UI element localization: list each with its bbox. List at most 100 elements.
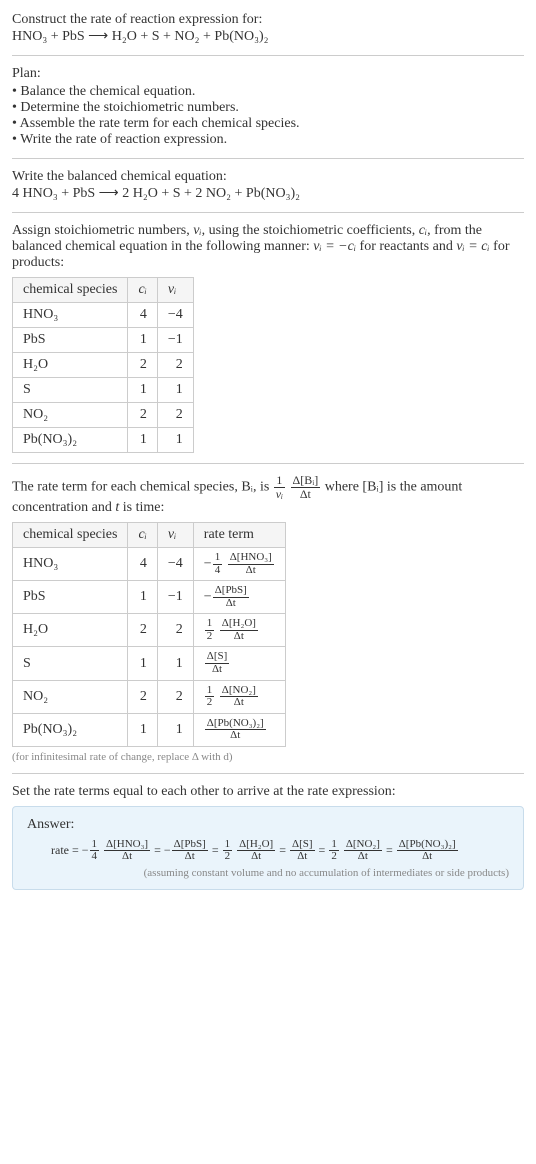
- table-header: chemical species: [13, 523, 128, 548]
- fraction: Δ[NO₂]Δt: [344, 839, 382, 863]
- fraction: 12: [223, 839, 233, 863]
- fraction: 12: [329, 839, 339, 863]
- frac-num: 1: [274, 474, 285, 488]
- equals: =: [316, 843, 329, 857]
- plan-step: Determine the stoichiometric numbers.: [12, 100, 524, 116]
- table-header: νᵢ: [157, 523, 193, 548]
- rate-term-cell: −14 Δ[HNO₃]Δt: [193, 548, 285, 581]
- assign-text: for reactants and: [356, 239, 456, 254]
- rateterm-paragraph: The rate term for each chemical species,…: [12, 474, 524, 516]
- nu-cell: −1: [157, 581, 193, 614]
- divider: [12, 55, 524, 56]
- species-cell: Pb(NO₃)₂: [13, 713, 128, 746]
- frac-den: Δt: [290, 851, 315, 863]
- species-cell: H₂O: [13, 614, 128, 647]
- species-cell: S: [13, 378, 128, 403]
- frac-den: Δt: [220, 697, 258, 709]
- fraction: 14: [90, 839, 100, 863]
- table-row: NO₂22: [13, 403, 194, 428]
- assign-section: Assign stoichiometric numbers, νᵢ, using…: [12, 223, 524, 453]
- answer-box: Answer: rate = −14 Δ[HNO₃]Δt = −Δ[PbS]Δt…: [12, 806, 524, 890]
- frac-den: 2: [329, 851, 339, 863]
- plan-list: Balance the chemical equation.Determine …: [12, 84, 524, 148]
- frac-den: 2: [205, 697, 215, 709]
- nu-cell: −4: [157, 548, 193, 581]
- set-equal-text: Set the rate terms equal to each other t…: [12, 784, 524, 800]
- divider: [12, 773, 524, 774]
- rate-table: chemical speciescᵢνᵢrate termHNO₃4−4−14 …: [12, 522, 286, 747]
- frac-den: Δt: [104, 851, 150, 863]
- balanced-section: Write the balanced chemical equation: 4 …: [12, 169, 524, 202]
- nu-eq-c: νᵢ = cᵢ: [456, 239, 489, 254]
- table-row: PbS1−1−Δ[PbS]Δt: [13, 581, 286, 614]
- fraction: Δ[HNO₃]Δt: [228, 552, 274, 576]
- plan-step: Balance the chemical equation.: [12, 84, 524, 100]
- plan-step: Assemble the rate term for each chemical…: [12, 116, 524, 132]
- table-row: H₂O22: [13, 353, 194, 378]
- divider: [12, 158, 524, 159]
- table-row: NO₂2212 Δ[NO₂]Δt: [13, 680, 286, 713]
- fraction: 14: [213, 552, 223, 576]
- equals: =: [383, 843, 396, 857]
- unbalanced-equation: HNO₃ + PbS ⟶ H₂O + S + NO₂ + Pb(NO₃)₂: [12, 28, 524, 45]
- c-cell: 1: [128, 378, 157, 403]
- nu-eq-neg-c: νᵢ = −cᵢ: [313, 239, 356, 254]
- species-cell: NO₂: [13, 680, 128, 713]
- rateterm-frac-2: Δ[Bᵢ] Δt: [291, 474, 321, 500]
- c-i: cᵢ: [419, 223, 427, 238]
- c-cell: 2: [128, 353, 157, 378]
- table-row: Pb(NO₃)₂11: [13, 428, 194, 453]
- frac-num: Δ[HNO₃]: [228, 552, 274, 565]
- equals: =: [151, 843, 164, 857]
- table-header: νᵢ: [157, 278, 193, 303]
- table-header: cᵢ: [128, 523, 157, 548]
- fraction: Δ[HNO₃]Δt: [104, 839, 150, 863]
- nu-cell: 1: [157, 713, 193, 746]
- table-row: S11: [13, 378, 194, 403]
- species-cell: S: [13, 647, 128, 680]
- prompt-section: Construct the rate of reaction expressio…: [12, 12, 524, 45]
- table-row: PbS1−1: [13, 328, 194, 353]
- rateterm-section: The rate term for each chemical species,…: [12, 474, 524, 763]
- c-cell: 2: [128, 614, 157, 647]
- answer-label: Answer:: [27, 817, 509, 833]
- nu-i: νᵢ: [193, 223, 201, 238]
- frac-den: Δt: [237, 851, 275, 863]
- c-cell: 4: [128, 548, 157, 581]
- rate-term-cell: Δ[S]Δt: [193, 647, 285, 680]
- nu-cell: 1: [157, 428, 193, 453]
- nu-cell: 2: [157, 680, 193, 713]
- balanced-heading: Write the balanced chemical equation:: [12, 169, 524, 185]
- c-cell: 1: [128, 428, 157, 453]
- equals: =: [209, 843, 222, 857]
- prompt-title: Construct the rate of reaction expressio…: [12, 12, 524, 28]
- infinitesimal-note: (for infinitesimal rate of change, repla…: [12, 751, 524, 763]
- fraction: 12: [205, 618, 215, 642]
- nu-cell: 1: [157, 647, 193, 680]
- answer-rate-expression: rate = −14 Δ[HNO₃]Δt = −Δ[PbS]Δt = 12 Δ[…: [51, 839, 509, 863]
- divider: [12, 463, 524, 464]
- set-equal-section: Set the rate terms equal to each other t…: [12, 784, 524, 890]
- nu-cell: −4: [157, 303, 193, 328]
- table-row: HNO₃4−4−14 Δ[HNO₃]Δt: [13, 548, 286, 581]
- frac-den: Δt: [228, 565, 274, 577]
- rate-term-cell: 12 Δ[NO₂]Δt: [193, 680, 285, 713]
- table-header: chemical species: [13, 278, 128, 303]
- frac-den: 4: [90, 851, 100, 863]
- c-cell: 1: [128, 713, 157, 746]
- rate-prefix: rate =: [51, 843, 82, 857]
- c-cell: 2: [128, 680, 157, 713]
- frac-den: Δt: [213, 598, 249, 610]
- nu-cell: −1: [157, 328, 193, 353]
- table-row: Pb(NO₃)₂11Δ[Pb(NO₃)₂]Δt: [13, 713, 286, 746]
- c-cell: 2: [128, 403, 157, 428]
- frac-num: Δ[Bᵢ]: [291, 474, 321, 488]
- minus: −: [82, 843, 89, 857]
- rate-term-cell: 12 Δ[H₂O]Δt: [193, 614, 285, 647]
- species-cell: PbS: [13, 328, 128, 353]
- frac-den: Δt: [220, 631, 258, 643]
- fraction: Δ[S]Δt: [205, 651, 230, 675]
- frac-den: Δt: [205, 664, 230, 676]
- table-header: cᵢ: [128, 278, 157, 303]
- plan-section: Plan: Balance the chemical equation.Dete…: [12, 66, 524, 148]
